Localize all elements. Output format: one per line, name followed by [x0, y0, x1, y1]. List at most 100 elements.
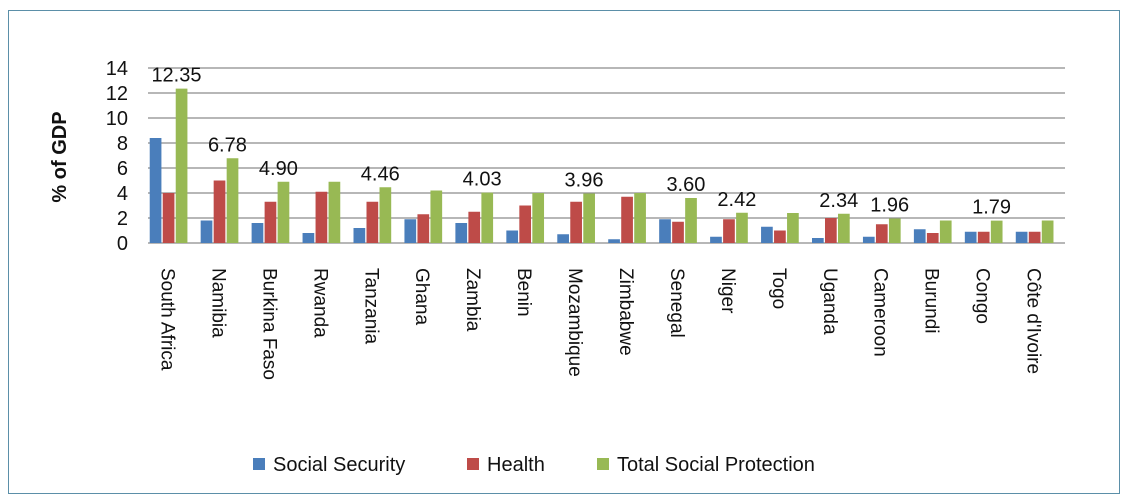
bar — [162, 193, 175, 243]
bar — [774, 230, 786, 243]
y-tick-label: 12 — [106, 83, 128, 105]
y-tick-label: 6 — [117, 158, 128, 180]
legend-label: Social Security — [273, 454, 405, 476]
y-tick-label: 2 — [117, 208, 128, 230]
bar — [990, 220, 1003, 243]
legend-swatch — [467, 458, 479, 470]
bar — [468, 211, 481, 243]
bar — [315, 191, 328, 243]
x-tick-label: Benin — [513, 268, 534, 317]
bar — [634, 193, 646, 243]
bar — [251, 223, 264, 243]
bar — [888, 218, 901, 243]
x-tick-label: Congo — [972, 268, 993, 324]
bar — [787, 213, 799, 243]
bar — [723, 219, 735, 243]
data-label: 4.90 — [259, 158, 298, 180]
bar — [939, 220, 952, 243]
bar — [175, 88, 188, 243]
data-label: 1.79 — [972, 197, 1011, 219]
y-tick-label: 4 — [117, 183, 128, 205]
legend-label: Total Social Protection — [617, 454, 815, 476]
bar — [353, 228, 366, 243]
bar — [532, 193, 545, 243]
y-axis-label: % of GDP — [49, 111, 71, 202]
bar — [977, 231, 990, 243]
y-tick-label: 8 — [117, 133, 128, 155]
bar — [964, 231, 977, 243]
bar — [226, 158, 239, 243]
x-tick-label: Uganda — [819, 268, 840, 335]
bar — [379, 187, 392, 243]
x-tick-label: Côte d'Ivoire — [1023, 268, 1044, 374]
bar — [264, 201, 277, 243]
bar — [838, 213, 850, 243]
chart-frame — [8, 10, 1120, 494]
bar — [430, 190, 443, 243]
bar — [812, 238, 824, 243]
bar — [1015, 231, 1028, 243]
x-tick-label: South Africa — [156, 268, 177, 371]
bar — [672, 221, 684, 243]
bar — [736, 212, 748, 243]
bar — [506, 230, 519, 243]
bar — [481, 192, 494, 243]
bar — [404, 219, 417, 243]
bar — [1028, 231, 1041, 243]
bar — [862, 236, 875, 243]
data-label: 1.96 — [870, 195, 909, 217]
bar — [302, 233, 315, 243]
bar — [570, 201, 582, 243]
bar — [557, 234, 569, 243]
data-label: 2.34 — [819, 190, 858, 212]
bar — [583, 193, 595, 243]
x-tick-label: Zambia — [462, 268, 483, 332]
x-tick-label: Rwanda — [309, 268, 330, 338]
data-label: 2.42 — [717, 189, 756, 211]
x-tick-label: Namibia — [207, 268, 228, 338]
bar — [149, 138, 162, 243]
bar — [366, 201, 379, 243]
bar — [659, 219, 671, 243]
legend-swatch — [253, 458, 265, 470]
data-label: 12.35 — [151, 65, 201, 87]
data-label: 3.60 — [666, 174, 705, 196]
bar — [685, 198, 697, 243]
data-label: 3.96 — [565, 170, 604, 192]
x-tick-label: Ghana — [411, 268, 432, 325]
bar — [875, 224, 888, 243]
bar — [761, 226, 773, 243]
bar — [328, 181, 341, 243]
bar — [926, 233, 939, 243]
x-tick-label: Burundi — [921, 268, 942, 334]
data-label: 4.03 — [463, 169, 502, 191]
bar — [710, 236, 722, 243]
x-tick-label: Cameroon — [870, 268, 891, 357]
x-tick-label: Tanzania — [360, 268, 381, 344]
legend-label: Health — [487, 454, 545, 476]
legend-swatch — [597, 458, 609, 470]
y-tick-label: 14 — [106, 58, 128, 80]
bar — [825, 218, 837, 243]
bar — [455, 223, 468, 243]
data-label: 6.78 — [208, 134, 247, 156]
bar — [213, 180, 226, 243]
bar — [621, 196, 633, 243]
bar — [200, 220, 213, 243]
bar — [608, 239, 620, 243]
y-tick-label: 10 — [106, 108, 128, 130]
x-tick-label: Mozambique — [564, 268, 585, 377]
data-label: 4.46 — [361, 163, 400, 185]
bar — [1041, 220, 1054, 243]
x-tick-label: Niger — [717, 268, 738, 314]
bar — [277, 181, 290, 243]
x-tick-label: Zimbabwe — [615, 268, 636, 356]
bar — [519, 205, 532, 243]
x-tick-label: Senegal — [666, 268, 687, 338]
y-tick-label: 0 — [117, 233, 128, 255]
bar — [417, 214, 430, 243]
bar — [913, 229, 926, 243]
x-tick-label: Togo — [768, 268, 789, 309]
x-tick-label: Burkina Faso — [258, 268, 279, 380]
